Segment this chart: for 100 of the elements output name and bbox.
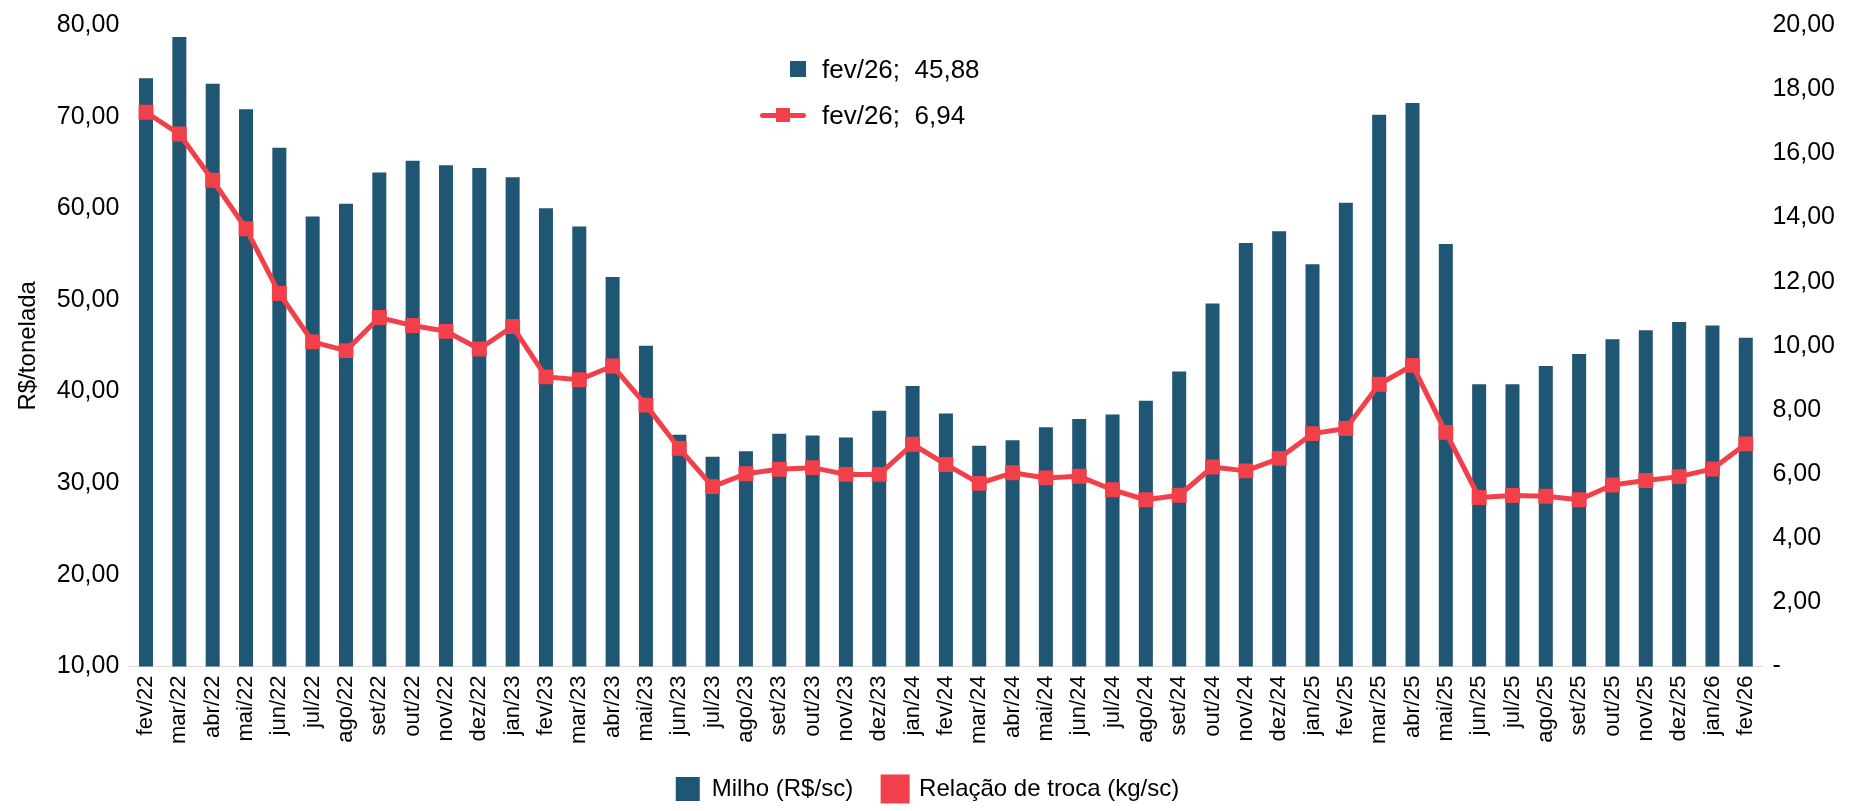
y-tick-label: 30,00: [56, 467, 120, 496]
point: [971, 475, 987, 491]
point: [471, 341, 487, 357]
x-tick-label: jul/24: [1098, 675, 1124, 730]
x-tick-label: fev/22: [132, 675, 158, 736]
x-tick-label: dez/25: [1665, 675, 1691, 742]
point: [1571, 492, 1587, 508]
point: [1305, 426, 1320, 442]
x-tick-label: jun/25: [1465, 675, 1491, 737]
point: [371, 310, 387, 325]
x-tick-label: mai/25: [1431, 675, 1457, 742]
x-tick-label: out/25: [1598, 675, 1624, 737]
x-tick-label: jul/22: [298, 675, 324, 730]
x-tick-label: fev/26: [1731, 675, 1757, 736]
point: [305, 334, 321, 350]
point: [938, 457, 954, 472]
x-tick-label: jun/24: [1065, 675, 1091, 737]
x-tick-label: jul/23: [698, 675, 724, 730]
y-tick-label: 80,00: [56, 8, 120, 37]
y-tick-label: 70,00: [56, 100, 120, 129]
x-tick-label: nov/22: [432, 675, 458, 742]
point: [1438, 424, 1454, 440]
x-tick-label: jan/26: [1698, 675, 1724, 737]
point: [1738, 436, 1754, 452]
point: [1638, 473, 1654, 488]
x-tick-label: fev/25: [1331, 675, 1357, 736]
x-tick-label: mai/22: [232, 675, 258, 742]
x-tick-label: abr/25: [1398, 675, 1424, 738]
x-tick-label: jun/23: [665, 675, 691, 737]
x-tick-label: jan/24: [898, 675, 924, 737]
point: [1671, 469, 1687, 485]
x-tick-label: mai/24: [1031, 675, 1057, 742]
legend-label: Relação de troca (kg/sc): [919, 773, 1180, 801]
x-tick-label: mai/23: [632, 675, 658, 742]
x-tick-label: dez/23: [865, 675, 891, 742]
x-tick-label: set/23: [765, 675, 791, 736]
point: [1505, 488, 1520, 504]
point: [1238, 463, 1254, 479]
point: [1705, 461, 1720, 477]
point: [438, 323, 454, 339]
y2-tick-label: 14,00: [1772, 201, 1835, 230]
point: [671, 440, 687, 456]
point: [705, 479, 721, 495]
legend-label: Milho (R$/sc): [711, 773, 854, 801]
y-axis-title: R$/tonelada: [13, 280, 41, 411]
y2-tick-label: 16,00: [1772, 137, 1835, 166]
x-tick-label: dez/24: [1265, 675, 1291, 742]
point: [1138, 492, 1154, 508]
x-tick-label: out/22: [398, 675, 424, 737]
annotation: fev/26; 45,88: [822, 53, 980, 85]
y-tick-label: 50,00: [56, 283, 120, 312]
point: [1538, 488, 1554, 504]
x-tick-label: ago/23: [731, 675, 757, 743]
point: [605, 358, 621, 374]
y2-tick-label: 10,00: [1772, 329, 1835, 358]
y2-tick-label: -: [1772, 650, 1781, 679]
point: [1205, 459, 1220, 475]
point: [338, 343, 354, 359]
x-tick-label: fev/23: [532, 675, 558, 736]
x-tick-label: fev/24: [931, 675, 957, 736]
x-tick-label: mar/22: [165, 675, 191, 745]
x-tick-label: nov/25: [1631, 675, 1657, 742]
point: [538, 369, 554, 385]
x-tick-label: abr/23: [598, 675, 624, 738]
point: [1605, 477, 1620, 493]
x-tick-label: jan/23: [498, 675, 524, 737]
y2-tick-label: 6,00: [1772, 457, 1822, 486]
point: [771, 461, 787, 477]
point: [1038, 470, 1054, 486]
point: [205, 172, 221, 188]
point: [1005, 465, 1021, 481]
x-tick-label: out/23: [798, 675, 824, 737]
annotation: fev/26; 6,94: [822, 99, 966, 131]
y2-tick-label: 8,00: [1772, 393, 1822, 422]
x-tick-label: jul/25: [1498, 675, 1524, 730]
point: [1338, 421, 1354, 436]
point: [271, 286, 287, 301]
point: [238, 221, 254, 237]
x-tick-label: abr/24: [998, 675, 1024, 738]
y2-tick-label: 4,00: [1772, 522, 1822, 551]
y-tick-label: 20,00: [56, 558, 120, 587]
x-tick-label: ago/24: [1131, 675, 1157, 743]
x-tick-label: nov/23: [831, 675, 857, 742]
x-tick-label: jan/25: [1298, 675, 1324, 737]
point: [138, 104, 154, 120]
x-tick-label: dez/22: [465, 675, 491, 742]
x-tick-label: abr/22: [198, 675, 224, 738]
x-tick-label: out/24: [1198, 675, 1224, 737]
point: [871, 466, 887, 482]
y-tick-label: 40,00: [56, 375, 120, 404]
y2-tick-label: 20,00: [1772, 8, 1835, 37]
x-tick-label: nov/24: [1231, 675, 1257, 742]
point: [638, 397, 654, 413]
point: [1105, 482, 1120, 498]
x-tick-label: mar/23: [565, 675, 591, 745]
point: [1405, 357, 1420, 373]
x-tick-label: mar/24: [965, 675, 991, 745]
point: [1471, 490, 1487, 505]
point: [1271, 450, 1287, 466]
point: [738, 466, 754, 482]
